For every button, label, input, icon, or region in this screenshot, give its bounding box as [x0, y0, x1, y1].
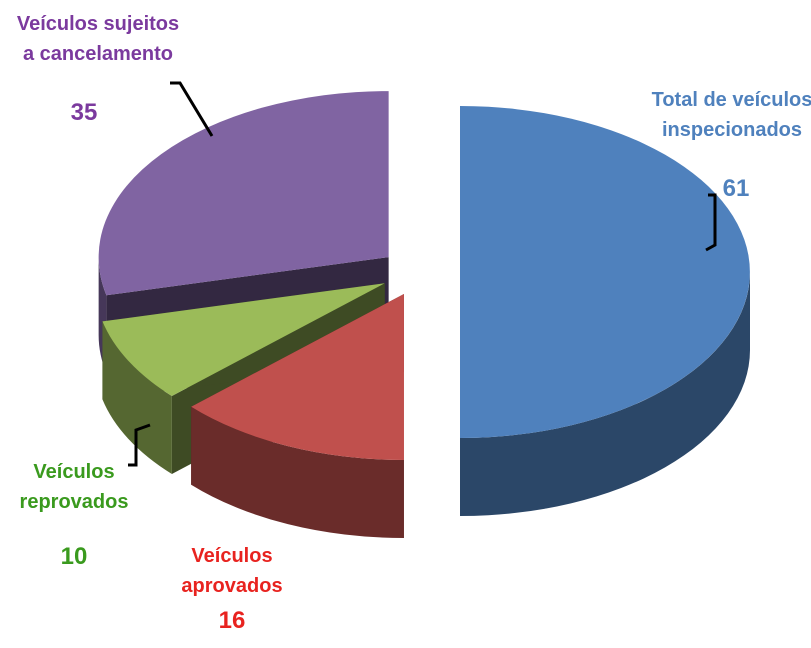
- slice-2-top: [102, 283, 385, 397]
- data-label-3: Veículos sujeitos a cancelamento 35: [17, 13, 179, 126]
- data-label-1-line-0: Veículos: [191, 545, 272, 567]
- data-label-3-value: 35: [71, 99, 98, 126]
- slices-layer: [98, 91, 750, 538]
- leader-lines: [128, 81, 717, 467]
- data-label-2-line-1: reprovados: [20, 491, 129, 513]
- data-label-2: Veículos reprovados 10: [20, 461, 129, 570]
- data-label-2-line-0: Veículos: [33, 461, 114, 483]
- data-label-1: Veículos aprovados 16: [181, 545, 282, 634]
- data-label-0-line-0: Total de veículos: [652, 89, 811, 111]
- pie-slice-0: [460, 106, 750, 516]
- leader-line-3: [170, 81, 214, 137]
- slice-2-rim-0: [102, 321, 172, 475]
- pie-slice-1: [191, 293, 404, 538]
- data-label-0-line-1: inspecionados: [662, 119, 802, 141]
- data-label-0-value: 61: [723, 175, 750, 202]
- leader-line-2: [128, 423, 151, 467]
- data-label-1-value: 16: [219, 607, 246, 634]
- data-label-1-line-1: aprovados: [181, 575, 282, 597]
- slice-0-rim-0: [460, 272, 750, 516]
- data-labels: Total de veículos inspecionados 61 Veículos…: [17, 13, 811, 634]
- data-label-2-value: 10: [61, 543, 88, 570]
- data-label-3-line-1: a cancelamento: [23, 43, 173, 65]
- slice-3-top: [98, 91, 389, 296]
- data-label-3-line-0: Veículos sujeitos: [17, 13, 179, 35]
- slice-0-top: [460, 106, 750, 438]
- slice-1-rim-0: [191, 406, 404, 538]
- leader-line-0: [705, 193, 717, 252]
- slice-1-top: [191, 293, 404, 460]
- data-label-0: Total de veículos inspecionados 61: [652, 89, 811, 202]
